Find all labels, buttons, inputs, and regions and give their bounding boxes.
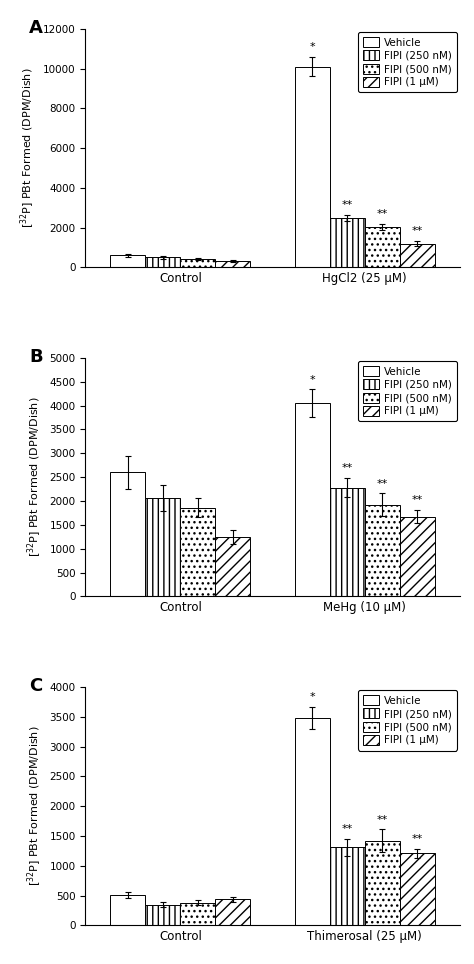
Bar <box>330 218 365 267</box>
Bar <box>110 255 145 267</box>
Bar <box>110 472 145 597</box>
Text: **: ** <box>342 200 353 210</box>
Bar <box>295 718 330 925</box>
Text: A: A <box>29 19 43 38</box>
Text: **: ** <box>377 478 388 489</box>
Legend: Vehicle, FIPI (250 nM), FIPI (500 nM), FIPI (1 μM): Vehicle, FIPI (250 nM), FIPI (500 nM), F… <box>357 362 456 421</box>
Bar <box>215 537 250 597</box>
Text: *: * <box>310 42 315 52</box>
Bar <box>215 261 250 267</box>
Bar <box>180 903 215 925</box>
Text: **: ** <box>412 834 423 844</box>
Bar <box>110 895 145 925</box>
Text: **: ** <box>377 815 388 824</box>
Bar <box>365 505 400 597</box>
Bar <box>295 67 330 267</box>
Bar <box>295 403 330 597</box>
Text: *: * <box>310 375 315 385</box>
Bar <box>365 841 400 925</box>
Y-axis label: [$^{32}$P] PBt Formed (DPM/Dish): [$^{32}$P] PBt Formed (DPM/Dish) <box>19 67 37 228</box>
Y-axis label: [$^{32}$P] PBt Formed (DPM/Dish): [$^{32}$P] PBt Formed (DPM/Dish) <box>26 397 44 557</box>
Text: **: ** <box>342 464 353 473</box>
Legend: Vehicle, FIPI (250 nM), FIPI (500 nM), FIPI (1 μM): Vehicle, FIPI (250 nM), FIPI (500 nM), F… <box>357 32 456 93</box>
Bar <box>145 904 180 925</box>
Bar <box>365 228 400 267</box>
Bar <box>145 498 180 597</box>
Bar <box>180 508 215 597</box>
Text: **: ** <box>377 209 388 219</box>
Bar <box>330 847 365 925</box>
Text: *: * <box>310 692 315 702</box>
Bar <box>330 488 365 597</box>
Bar <box>400 517 435 597</box>
Bar <box>215 899 250 925</box>
Text: B: B <box>29 348 43 366</box>
Bar <box>145 257 180 267</box>
Y-axis label: [$^{32}$P] PBt Formed (DPM/Dish): [$^{32}$P] PBt Formed (DPM/Dish) <box>26 726 44 887</box>
Legend: Vehicle, FIPI (250 nM), FIPI (500 nM), FIPI (1 μM): Vehicle, FIPI (250 nM), FIPI (500 nM), F… <box>357 690 456 751</box>
Bar <box>400 244 435 267</box>
Text: **: ** <box>412 226 423 236</box>
Text: **: ** <box>342 824 353 834</box>
Bar <box>180 259 215 267</box>
Bar <box>400 853 435 925</box>
Text: C: C <box>29 678 42 695</box>
Text: **: ** <box>412 495 423 505</box>
